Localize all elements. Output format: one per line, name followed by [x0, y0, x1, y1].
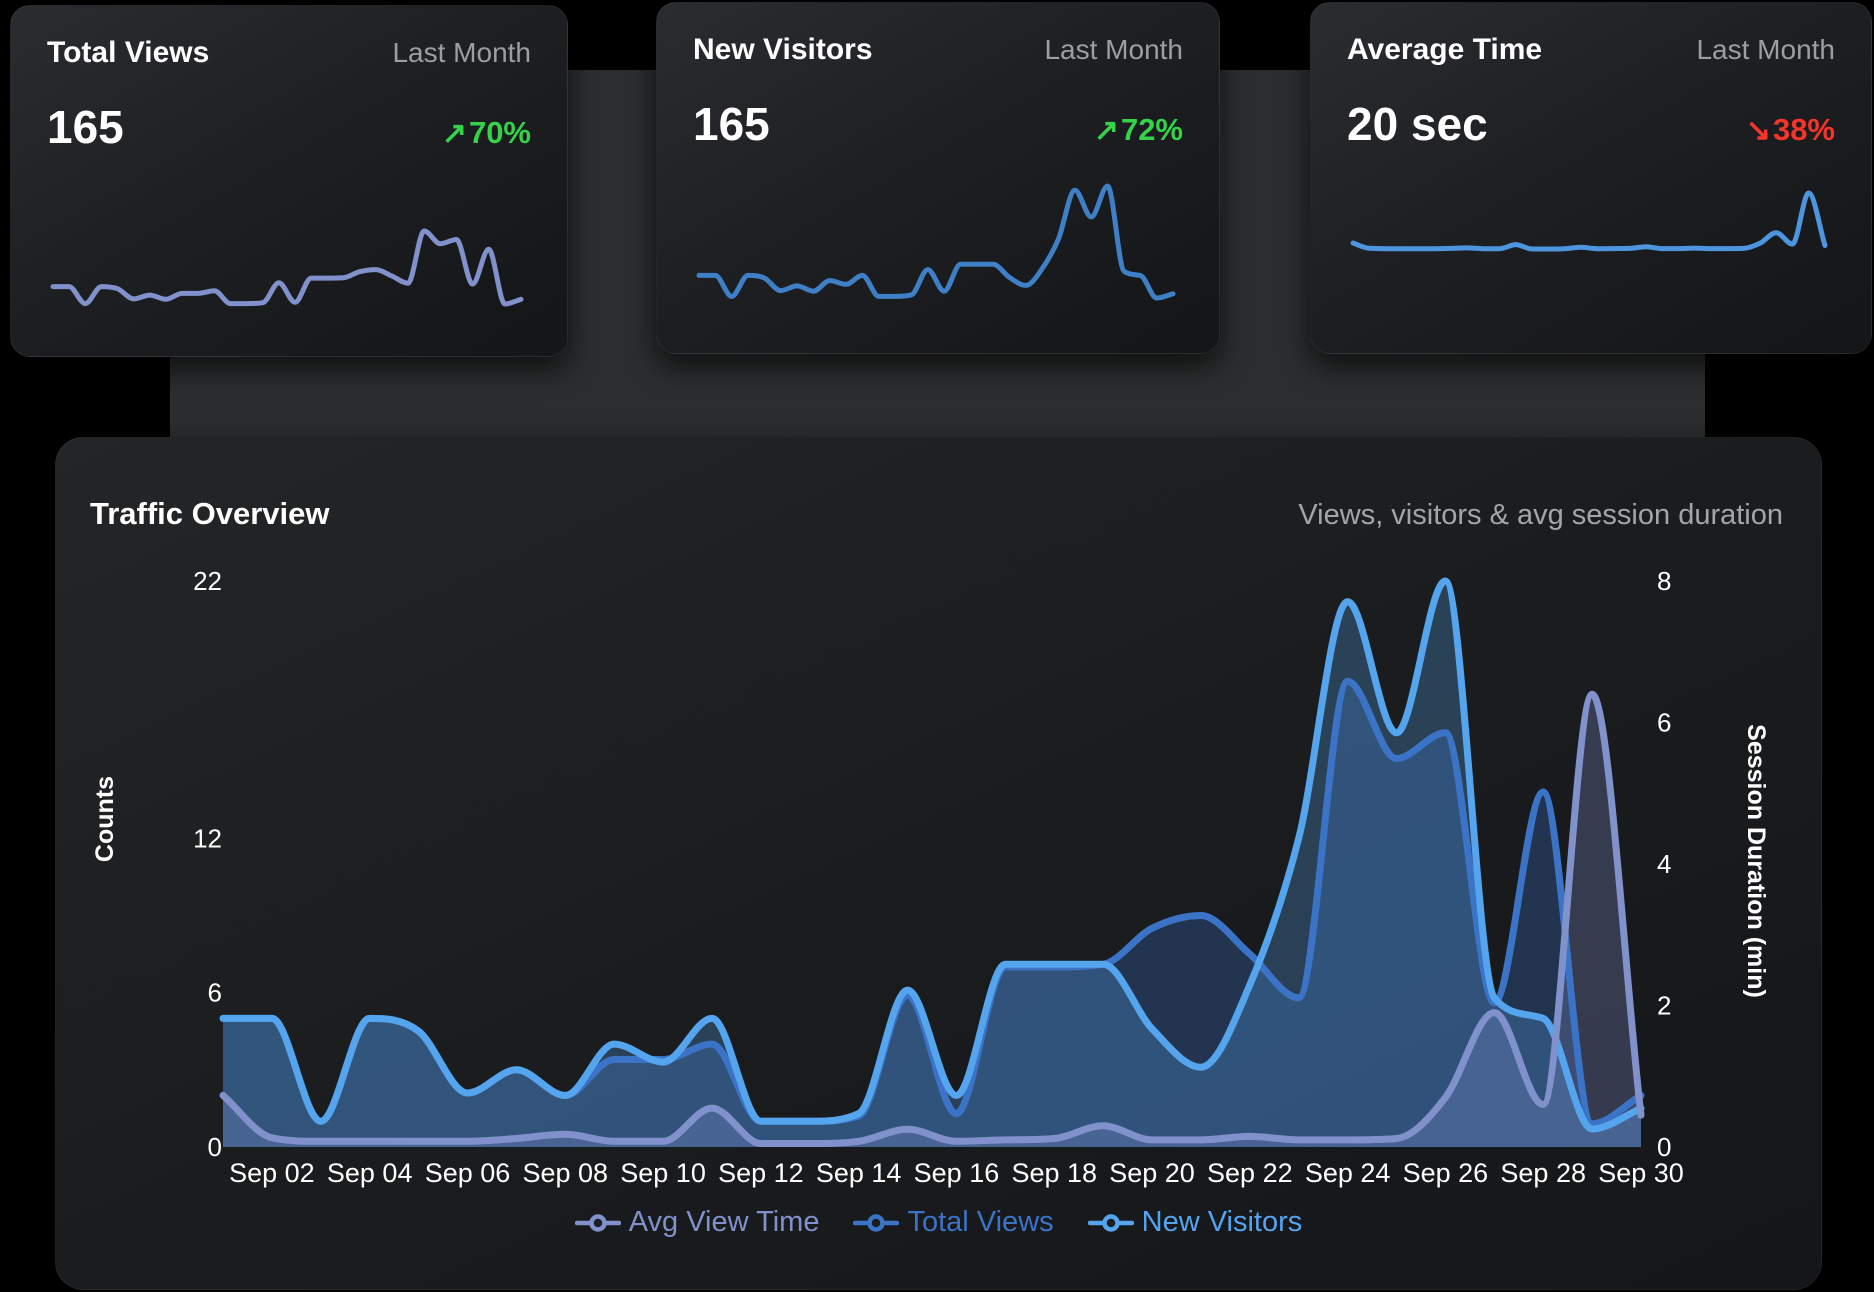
- svg-text:6: 6: [208, 978, 222, 1008]
- legend-item-avg-view-time[interactable]: Avg View Time: [574, 1206, 820, 1239]
- svg-text:Sep 02: Sep 02: [229, 1158, 315, 1188]
- svg-text:Sep 20: Sep 20: [1109, 1158, 1195, 1188]
- card-delta-badge: ↗ 72%: [1094, 112, 1183, 148]
- panel-subtitle: Views, visitors & avg session duration: [1298, 499, 1783, 531]
- svg-text:Sep 26: Sep 26: [1403, 1158, 1489, 1188]
- svg-text:2: 2: [1657, 991, 1671, 1021]
- card-delta-value: 70%: [468, 115, 531, 150]
- svg-text:0: 0: [1657, 1132, 1671, 1162]
- trend-down-arrow-icon: ↘: [1745, 114, 1771, 147]
- stat-card-average-time: Average Time Last Month 20 sec ↘ 38%: [1310, 2, 1872, 354]
- svg-text:Sep 22: Sep 22: [1207, 1158, 1293, 1188]
- panel-title: Traffic Overview: [90, 496, 330, 531]
- card-title: Total Views: [47, 36, 210, 69]
- card-value: 165: [693, 98, 770, 150]
- card-value: 20 sec: [1347, 98, 1488, 150]
- card-delta-badge: ↘ 38%: [1746, 112, 1835, 148]
- y-axis-label-session-duration: Session Duration (min): [1742, 724, 1770, 998]
- legend-label: Total Views: [907, 1206, 1054, 1238]
- traffic-overview-panel: Traffic Overview Views, visitors & avg s…: [55, 437, 1822, 1290]
- svg-text:Sep 08: Sep 08: [522, 1158, 608, 1188]
- svg-text:8: 8: [1657, 566, 1671, 596]
- legend-item-total-views[interactable]: Total Views: [853, 1206, 1054, 1239]
- svg-text:0: 0: [208, 1132, 222, 1162]
- trend-up-arrow-icon: ↗: [1093, 114, 1119, 147]
- card-period-label: Last Month: [1696, 34, 1835, 65]
- card-value: 165: [47, 101, 124, 153]
- svg-text:Sep 24: Sep 24: [1305, 1158, 1391, 1188]
- svg-text:Sep 06: Sep 06: [425, 1158, 511, 1188]
- svg-text:Sep 14: Sep 14: [816, 1158, 902, 1188]
- svg-text:22: 22: [193, 566, 222, 596]
- svg-text:Sep 16: Sep 16: [914, 1158, 1000, 1188]
- svg-text:Sep 30: Sep 30: [1598, 1158, 1684, 1188]
- svg-text:Sep 12: Sep 12: [718, 1158, 804, 1188]
- legend-label: New Visitors: [1141, 1206, 1303, 1238]
- y-axis-label-counts: Counts: [91, 776, 119, 862]
- svg-text:6: 6: [1657, 708, 1671, 738]
- svg-text:Sep 18: Sep 18: [1011, 1158, 1097, 1188]
- svg-text:Sep 10: Sep 10: [620, 1158, 706, 1188]
- legend-label: Avg View Time: [628, 1206, 820, 1238]
- legend-item-new-visitors[interactable]: New Visitors: [1087, 1206, 1303, 1239]
- card-period-label: Last Month: [392, 37, 531, 68]
- card-delta-badge: ↗ 70%: [442, 115, 531, 151]
- card-delta-value: 72%: [1120, 112, 1183, 147]
- svg-text:Sep 28: Sep 28: [1500, 1158, 1586, 1188]
- card-period-label: Last Month: [1044, 34, 1183, 65]
- svg-text:12: 12: [193, 823, 222, 853]
- stat-card-total-views: Total Views Last Month 165 ↗ 70%: [10, 5, 568, 357]
- traffic-overview-chart: 0 6 12 22 0 2 4 6 8 Sep 02 Sep 04 Sep 06 Sep 08 Sep 1…: [91, 566, 1770, 1188]
- svg-text:4: 4: [1657, 849, 1671, 879]
- trend-up-arrow-icon: ↗: [441, 117, 467, 150]
- card-title: Average Time: [1347, 33, 1543, 66]
- line-marker-icon: [853, 1213, 900, 1232]
- svg-text:Sep 04: Sep 04: [327, 1158, 413, 1188]
- card-title: New Visitors: [693, 33, 873, 66]
- line-marker-icon: [1087, 1213, 1134, 1232]
- card-delta-value: 38%: [1772, 112, 1835, 147]
- chart-legend: Avg View Time Total Views New Visitors: [56, 1206, 1821, 1239]
- stat-card-new-visitors: New Visitors Last Month 165 ↗ 72%: [656, 2, 1220, 354]
- line-marker-icon: [574, 1213, 621, 1232]
